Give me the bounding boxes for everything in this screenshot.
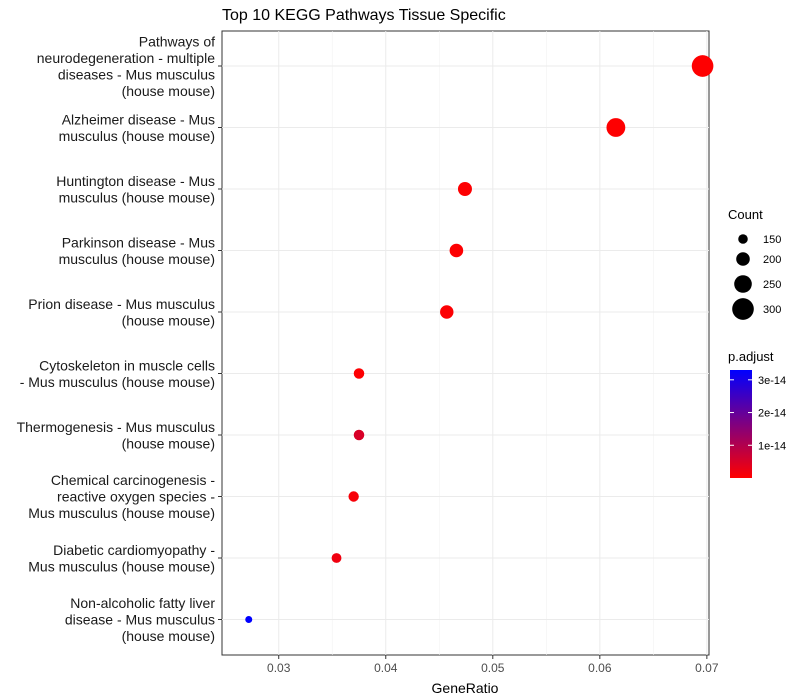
y-tick-label: (house mouse)	[122, 312, 215, 328]
size-legend-label: 200	[763, 254, 781, 266]
plot-panel	[221, 30, 710, 656]
y-tick-label: (house mouse)	[122, 628, 215, 644]
color-legend-label: 1e-14	[758, 440, 786, 452]
y-tick-label: Mus musculus (house mouse)	[28, 558, 215, 574]
data-point	[457, 182, 472, 196]
y-tick-label: - Mus musculus (house mouse)	[20, 374, 215, 390]
y-tick-label: Parkinson disease - Mus	[62, 234, 215, 250]
y-tick-label: Chemical carcinogenesis -	[51, 472, 216, 488]
data-point	[348, 491, 359, 502]
y-tick-label: Mus musculus (house mouse)	[28, 505, 215, 521]
color-legend-label: 3e-14	[758, 375, 786, 387]
color-legend-label: 2e-14	[758, 408, 786, 420]
y-tick-label: (house mouse)	[122, 83, 215, 99]
data-point	[245, 616, 253, 623]
y-tick-label: musculus (house mouse)	[59, 128, 215, 144]
size-legend-label: 150	[763, 234, 781, 246]
size-legend-label: 250	[763, 279, 781, 291]
x-tick-label: 0.07	[695, 661, 719, 675]
y-tick-label: musculus (house mouse)	[59, 189, 215, 205]
y-tick-label: Pathways of	[139, 33, 215, 49]
color-bar	[730, 370, 752, 478]
chart-title: Top 10 KEGG Pathways Tissue Specific	[222, 7, 506, 24]
color-legend: p.adjust 3e-14 2e-14 1e-14	[728, 349, 786, 478]
size-legend-key	[732, 298, 754, 320]
y-tick-label: Prion disease - Mus musculus	[28, 296, 215, 312]
y-tick-label: diseases - Mus musculus	[58, 66, 215, 82]
data-point	[353, 368, 365, 379]
x-axis: 0.03 0.04 0.05 0.06 0.07	[267, 655, 719, 675]
data-points	[245, 55, 714, 623]
data-point	[331, 553, 342, 563]
size-legend-title: Count	[728, 207, 763, 222]
color-legend-title: p.adjust	[728, 349, 774, 364]
y-tick-label: Cytoskeleton in muscle cells	[39, 357, 215, 373]
y-tick-label: Alzheimer disease - Mus	[62, 111, 215, 127]
x-tick-label: 0.05	[481, 661, 505, 675]
data-point	[691, 55, 714, 77]
size-legend-key	[738, 234, 748, 244]
data-point	[449, 243, 464, 258]
x-tick-label: 0.03	[267, 661, 291, 675]
data-point	[440, 305, 454, 319]
grid-lines	[222, 31, 709, 655]
data-point	[606, 118, 626, 137]
size-legend-label: 300	[763, 304, 781, 316]
y-tick-label: disease - Mus musculus	[65, 612, 215, 628]
y-tick-label: Huntington disease - Mus	[56, 173, 215, 189]
y-tick-label: musculus (house mouse)	[59, 251, 215, 267]
y-tick-label: Thermogenesis - Mus musculus	[17, 419, 215, 435]
y-tick-label: reactive oxygen species -	[57, 489, 215, 505]
x-axis-title: GeneRatio	[432, 680, 499, 696]
size-legend: Count 150 200 250 300	[728, 207, 781, 320]
size-legend-key	[736, 252, 750, 266]
y-tick-label: (house mouse)	[122, 435, 215, 451]
size-legend-key	[734, 275, 752, 293]
data-point	[353, 429, 365, 441]
y-tick-label: neurodegeneration - multiple	[37, 50, 215, 66]
y-tick-label: Diabetic cardiomyopathy -	[53, 542, 215, 558]
y-tick-label: Non-alcoholic fatty liver	[70, 595, 215, 611]
x-tick-label: 0.06	[588, 661, 612, 675]
x-tick-label: 0.04	[374, 661, 398, 675]
